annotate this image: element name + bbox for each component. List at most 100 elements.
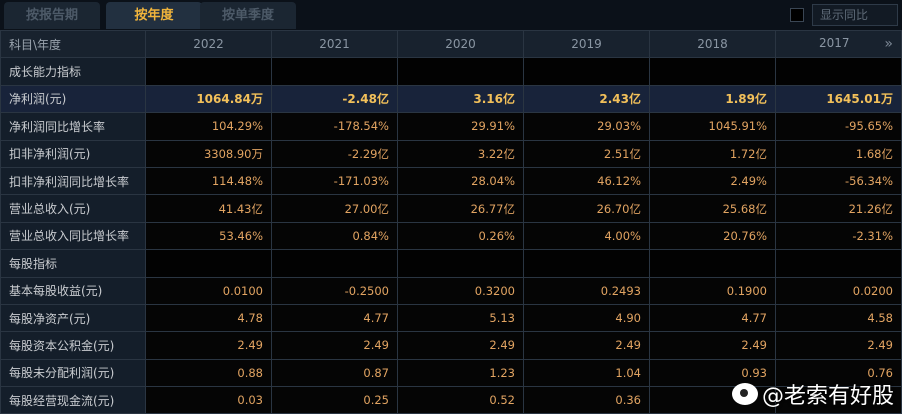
value-cell: 1.68亿	[775, 139, 902, 168]
value-cell: 3.16亿	[397, 84, 524, 114]
year-header[interactable]: 2018	[649, 29, 776, 59]
tab-by-quarter[interactable]: 按单季度	[200, 2, 296, 29]
year-header-last[interactable]: 2017 »	[775, 29, 902, 59]
row-label: 每股经营现金流(元)	[0, 386, 146, 414]
year-header[interactable]: 2022	[145, 29, 272, 59]
table-row[interactable]: 扣非净利润同比增长率 114.48% -171.03% 28.04% 46.12% 2.4…	[0, 166, 902, 196]
value-cell: 0.84%	[271, 221, 398, 251]
row-label: 净利润同比增长率	[0, 112, 146, 141]
value-cell: 26.77亿	[397, 194, 524, 223]
value-cell: 0.2493	[523, 276, 650, 305]
table-row[interactable]: 基本每股收益(元) 0.0100 -0.2500 0.3200 0.2493 0.1900…	[0, 276, 902, 305]
value-cell: 0.52	[397, 386, 524, 414]
value-cell: 0.1900	[649, 276, 776, 305]
row-label: 每股资本公积金(元)	[0, 331, 146, 360]
row-label: 每股指标	[0, 249, 146, 278]
value-cell: 2.49	[145, 331, 272, 360]
value-cell: 2.49	[397, 331, 524, 360]
value-cell: 1.89亿	[649, 84, 776, 114]
value-cell: 2.49	[271, 331, 398, 360]
value-cell: 29.03%	[523, 112, 650, 141]
value-cell: -171.03%	[271, 166, 398, 196]
tab-bar: 按报告期 按年度 按单季度 显示同比	[0, 0, 902, 30]
value-cell	[775, 57, 902, 86]
value-cell	[649, 57, 776, 86]
table-row[interactable]: 每股净资产(元) 4.78 4.77 5.13 4.90 4.77 4.58	[0, 303, 902, 333]
row-label: 扣非净利润(元)	[0, 139, 146, 168]
value-cell	[775, 386, 902, 414]
value-cell: 0.25	[271, 386, 398, 414]
value-cell: 1045.91%	[649, 112, 776, 141]
value-cell	[649, 386, 776, 414]
financial-table: 科目\年度 2022 2021 2020 2019 2018 2017 » 成长能…	[0, 29, 902, 414]
value-cell: 1645.01万	[775, 84, 902, 114]
value-cell: 0.3200	[397, 276, 524, 305]
row-label: 净利润(元)	[0, 84, 146, 114]
value-cell: 21.26亿	[775, 194, 902, 223]
row-label: 基本每股收益(元)	[0, 276, 146, 305]
value-cell: 4.77	[649, 303, 776, 333]
value-cell: -95.65%	[775, 112, 902, 141]
show-yoy-label[interactable]: 显示同比	[812, 4, 898, 26]
table-row[interactable]: 每股未分配利润(元) 0.88 0.87 1.23 1.04 0.93 0.76	[0, 358, 902, 388]
section-row[interactable]: 成长能力指标	[0, 57, 902, 86]
value-cell: 25.68亿	[649, 194, 776, 223]
tab-by-year[interactable]: 按年度	[106, 2, 202, 29]
next-page-icon[interactable]: »	[884, 36, 893, 53]
value-cell: 27.00亿	[271, 194, 398, 223]
tab-by-report-period[interactable]: 按报告期	[4, 2, 100, 29]
value-cell	[145, 249, 272, 278]
value-cell: 0.03	[145, 386, 272, 414]
value-cell: 1064.84万	[145, 84, 272, 114]
year-header[interactable]: 2020	[397, 29, 524, 59]
value-cell: 1.23	[397, 358, 524, 388]
table-row[interactable]: 扣非净利润(元) 3308.90万 -2.29亿 3.22亿 2.51亿 1.72亿 1.6…	[0, 139, 902, 168]
value-cell	[523, 57, 650, 86]
value-cell: 5.13	[397, 303, 524, 333]
value-cell: 4.58	[775, 303, 902, 333]
value-cell: 2.49	[775, 331, 902, 360]
value-cell: 4.78	[145, 303, 272, 333]
value-cell: 46.12%	[523, 166, 650, 196]
value-cell: 4.90	[523, 303, 650, 333]
show-yoy-checkbox[interactable]	[790, 8, 804, 22]
value-cell	[145, 57, 272, 86]
header-label: 科目\年度	[0, 29, 146, 59]
value-cell	[397, 249, 524, 278]
value-cell: 4.77	[271, 303, 398, 333]
value-cell: 1.04	[523, 358, 650, 388]
row-label: 成长能力指标	[0, 57, 146, 86]
table-row[interactable]: 净利润同比增长率 104.29% -178.54% 29.91% 29.03% 1045.…	[0, 112, 902, 141]
table-row[interactable]: 每股经营现金流(元) 0.03 0.25 0.52 0.36	[0, 386, 902, 414]
value-cell: 0.0100	[145, 276, 272, 305]
value-cell: 3308.90万	[145, 139, 272, 168]
value-cell: 4.00%	[523, 221, 650, 251]
table-row[interactable]: 每股资本公积金(元) 2.49 2.49 2.49 2.49 2.49 2.49	[0, 331, 902, 360]
year-header[interactable]: 2021	[271, 29, 398, 59]
value-cell: 0.36	[523, 386, 650, 414]
value-cell: -2.31%	[775, 221, 902, 251]
row-label: 每股净资产(元)	[0, 303, 146, 333]
value-cell	[271, 249, 398, 278]
value-cell: 53.46%	[145, 221, 272, 251]
table-row[interactable]: 营业总收入(元) 41.43亿 27.00亿 26.77亿 26.70亿 25.68亿 21…	[0, 194, 902, 223]
value-cell: 20.76%	[649, 221, 776, 251]
table-row[interactable]: 净利润(元) 1064.84万 -2.48亿 3.16亿 2.43亿 1.89亿 1645.…	[0, 84, 902, 114]
value-cell: 2.51亿	[523, 139, 650, 168]
table-header-row: 科目\年度 2022 2021 2020 2019 2018 2017 »	[0, 29, 902, 59]
value-cell: -2.29亿	[271, 139, 398, 168]
row-label: 扣非净利润同比增长率	[0, 166, 146, 196]
weibo-watermark: @老索有好股	[731, 378, 894, 410]
section-row[interactable]: 每股指标	[0, 249, 902, 278]
value-cell	[397, 57, 524, 86]
weibo-logo-icon	[731, 383, 758, 405]
value-cell: 26.70亿	[523, 194, 650, 223]
value-cell: -56.34%	[775, 166, 902, 196]
year-header[interactable]: 2019	[523, 29, 650, 59]
value-cell: 0.88	[145, 358, 272, 388]
value-cell: 0.26%	[397, 221, 524, 251]
value-cell: 41.43亿	[145, 194, 272, 223]
value-cell: -2.48亿	[271, 84, 398, 114]
value-cell: 2.49%	[649, 166, 776, 196]
table-row[interactable]: 营业总收入同比增长率 53.46% 0.84% 0.26% 4.00% 20.76% -2.…	[0, 221, 902, 251]
